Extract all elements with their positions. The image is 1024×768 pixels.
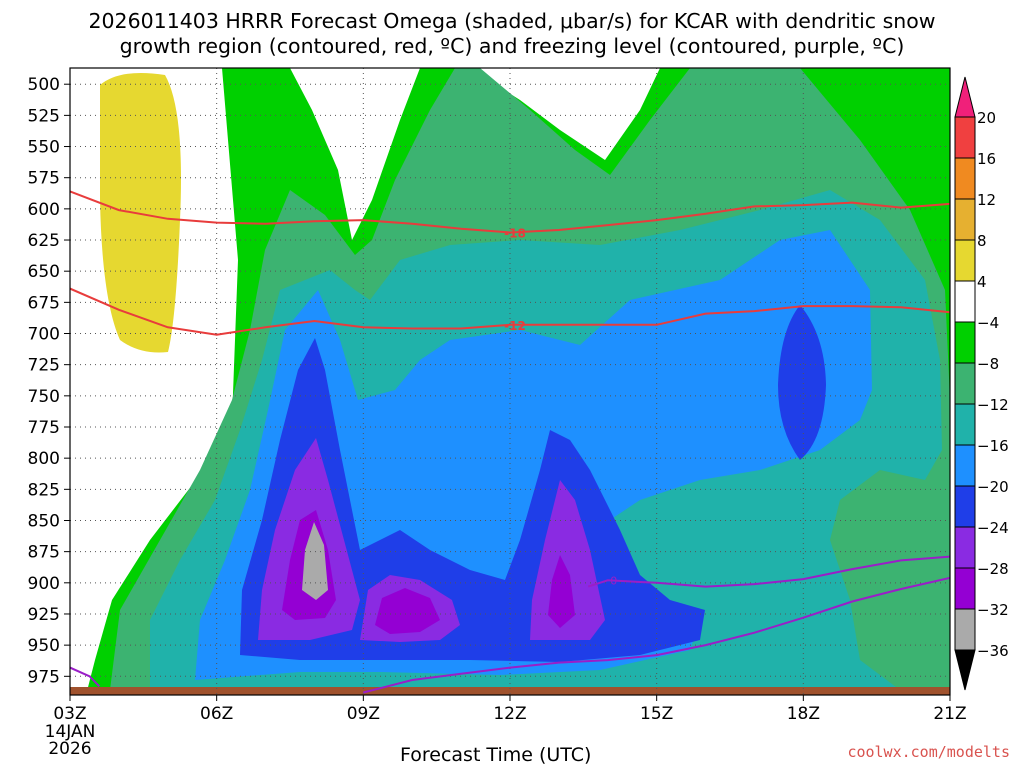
grid [69, 68, 951, 695]
y-tick-label: 700 [28, 325, 60, 345]
colorbar-cell [954, 157, 976, 200]
colorbar-cell [954, 280, 976, 323]
colorbar-label: −12 [977, 396, 1009, 414]
y-tick-label: 500 [28, 75, 60, 95]
colorbar-label: 20 [977, 109, 996, 127]
contour-label: -18 [504, 227, 526, 241]
colorbar-label: −36 [977, 642, 1009, 660]
colorbar-label: −24 [977, 519, 1009, 537]
colorbar-cell [954, 649, 976, 691]
colorbar-cell [954, 362, 976, 405]
contour-line [587, 555, 950, 588]
x-tick-label: 18Z [787, 704, 820, 724]
x-start-date-label: 2026 [48, 739, 91, 759]
y-tick-label: 575 [28, 169, 60, 189]
colorbar-cell [954, 321, 976, 364]
y-tick-label: 875 [28, 543, 60, 563]
chart-title-line2: growth region (contoured, red, ºC) and f… [119, 34, 905, 58]
contour-line [70, 666, 101, 687]
y-tick-label: 925 [28, 605, 60, 625]
y-tick-label: 550 [28, 138, 60, 158]
omega-fill-neutral-upper [268, 68, 420, 240]
omega-fill-neutral-upper-right [470, 68, 660, 160]
y-tick-label: 800 [28, 449, 60, 469]
y-tick-label: 825 [28, 480, 60, 500]
colorbar-label: −28 [977, 560, 1009, 578]
colorbar-label: 12 [977, 191, 996, 209]
colorbar-cell [954, 76, 976, 118]
contour-line [363, 576, 950, 694]
y-tick-label: 525 [28, 106, 60, 126]
omega-fill-24-right [530, 480, 605, 640]
x-start-date-label: 14JAN [45, 722, 96, 742]
x-axis-title: Forecast Time (UTC) [400, 744, 592, 766]
temperature-contours: -18 -12 0 [70, 190, 950, 694]
y-tick-label: 750 [28, 387, 60, 407]
y-tick-label: 975 [28, 667, 60, 687]
y-tick-label: 650 [28, 262, 60, 282]
x-tick-label: 03Z [53, 704, 86, 724]
y-tick-label: 850 [28, 511, 60, 531]
colorbar-label: 4 [977, 273, 987, 291]
colorbar-label: −16 [977, 437, 1009, 455]
omega-shading [70, 68, 950, 695]
y-axis: 500 525 550 575 600 625 650 675 700 725 750 775 800 8… [28, 75, 70, 687]
y-tick-label: 950 [28, 636, 60, 656]
x-tick-label: 21Z [933, 704, 966, 724]
colorbar-label: −8 [977, 355, 999, 373]
ground-surface-band [70, 687, 950, 695]
chart-title-line1: 2026011403 HRRR Forecast Omega (shaded, … [88, 9, 936, 33]
colorbar-cell [954, 198, 976, 241]
omega-fill-20-right [778, 305, 826, 460]
colorbar-cell [954, 608, 976, 651]
colorbar-label: 16 [977, 150, 996, 168]
y-tick-label: 725 [28, 356, 60, 376]
colorbar: −36 −32 −28 −24 −20 −16 −12 −8 −4 4 8 12 16 20 [954, 76, 1009, 691]
x-tick-label: 06Z [200, 704, 233, 724]
y-tick-label: 625 [28, 231, 60, 251]
colorbar-cell [954, 403, 976, 446]
x-tick-label: 15Z [640, 704, 673, 724]
x-tick-label: 09Z [347, 704, 380, 724]
x-tick-label: 12Z [493, 704, 526, 724]
y-tick-label: 675 [28, 293, 60, 313]
contour-line [70, 190, 950, 234]
colorbar-label: −32 [977, 601, 1009, 619]
contour-line [70, 287, 950, 336]
colorbar-cell [954, 116, 976, 159]
colorbar-label: −4 [977, 314, 999, 332]
contour-label: -12 [504, 319, 526, 333]
omega-fill-28-mid [375, 588, 440, 634]
credit-text: coolwx.com/modelts [847, 743, 1010, 761]
contour-label: 0 [610, 574, 617, 587]
colorbar-cell [954, 567, 976, 610]
colorbar-label: −20 [977, 478, 1009, 496]
omega-fill-28-right [548, 555, 575, 628]
colorbar-cell [954, 485, 976, 528]
omega-fill-positive [100, 72, 181, 353]
colorbar-cell [954, 239, 976, 282]
colorbar-cell [954, 444, 976, 487]
y-tick-label: 600 [28, 200, 60, 220]
colorbar-cell [954, 526, 976, 569]
y-tick-label: 900 [28, 574, 60, 594]
omega-fill-32 [302, 522, 328, 600]
colorbar-label: 8 [977, 232, 987, 250]
y-tick-label: 775 [28, 418, 60, 438]
